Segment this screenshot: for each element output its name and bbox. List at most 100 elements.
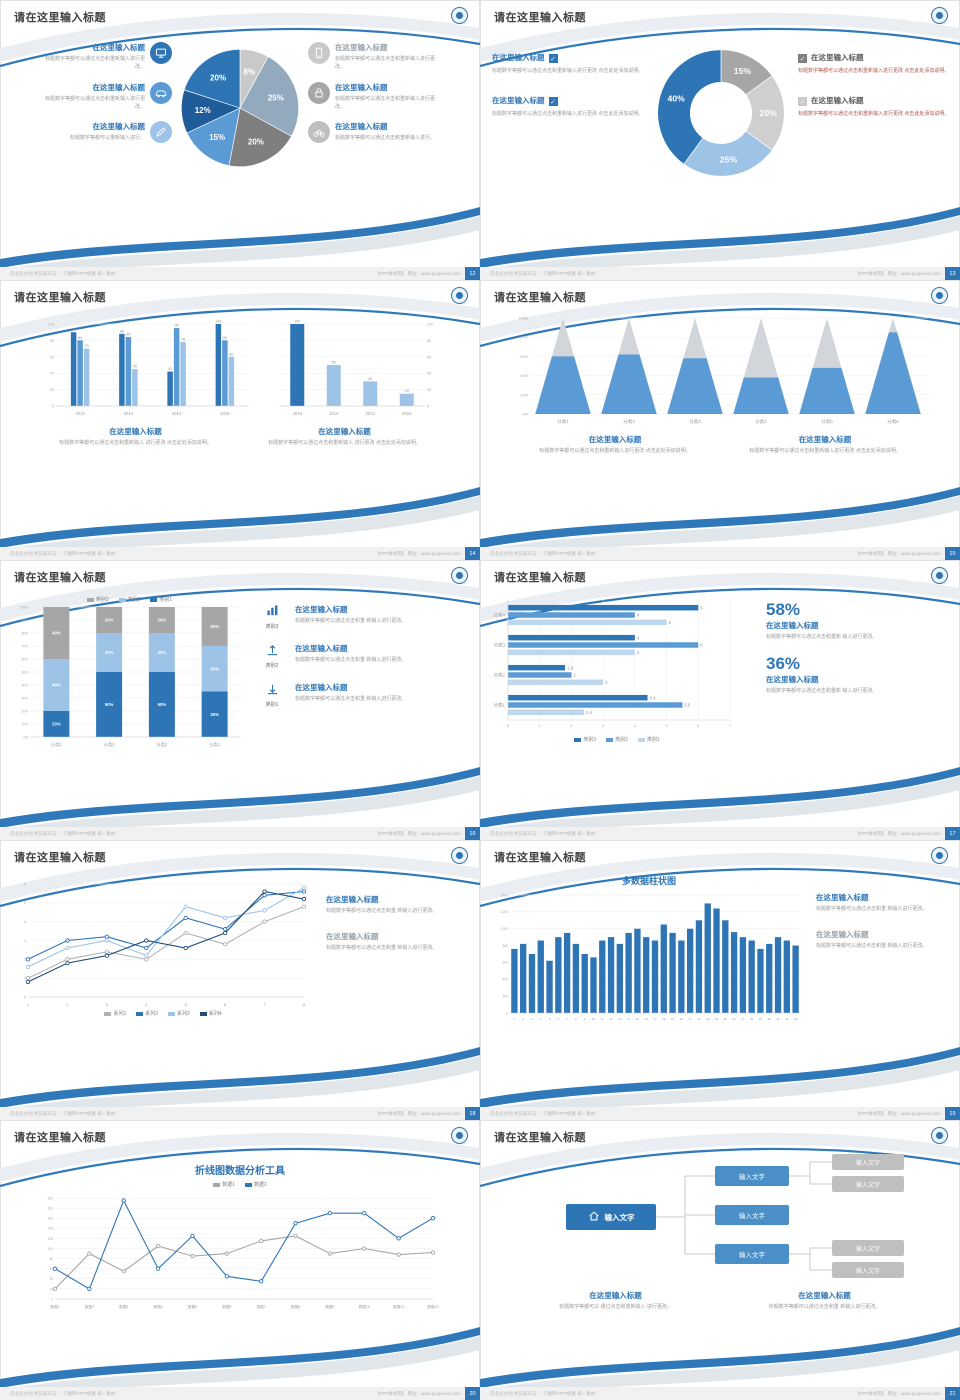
- school-logo-icon: [451, 7, 468, 24]
- svg-text:6: 6: [697, 723, 700, 728]
- svg-text:2: 2: [24, 958, 26, 962]
- svg-text:8: 8: [303, 1002, 306, 1007]
- legend-item: 类别1: [150, 596, 172, 603]
- svg-text:数据10: 数据10: [359, 1304, 370, 1309]
- car-icon: [150, 81, 172, 104]
- slide-21-flow-diagram[interactable]: 请在这里输入标题 输入文字 输入文字 输入文字 输入文字 输入文字 输入文字 输…: [480, 1120, 960, 1400]
- page-number-badge: 12: [465, 267, 480, 280]
- footer-right-text: 【PPT样式网】 网址：www.pptgenius.com: [374, 270, 461, 276]
- item-heading: 在这里输入标题: [92, 82, 146, 92]
- svg-text:数据3: 数据3: [119, 1304, 128, 1309]
- flow-node: 输入文字: [715, 1205, 789, 1225]
- svg-text:2: 2: [570, 723, 573, 728]
- svg-text:25%: 25%: [720, 154, 738, 164]
- legend-item: 类别3: [574, 736, 596, 743]
- text-section: 在这里输入标题 标题数字等都可以通过点击和重 新输入进行更改。: [326, 894, 468, 915]
- svg-text:分类3: 分类3: [157, 741, 168, 748]
- item-label: 类别2: [265, 663, 279, 669]
- item-text: 标题数字等都可以重新输入进行。: [69, 135, 145, 141]
- svg-text:15%: 15%: [734, 66, 752, 76]
- svg-text:50: 50: [331, 361, 335, 365]
- slide-16-stacked-bar[interactable]: 请在这里输入标题 类别3 类别2 类别1 0% 10% 20% 30% 40% 50% 60% 7…: [0, 560, 480, 840]
- flow-node: 输入文字: [832, 1176, 904, 1192]
- slide-footer: 毕业论文|论文答辩方法 ｜ 千图网·PPT模板·第一素材 【PPT样式网】 网址：…: [480, 1387, 960, 1400]
- svg-text:1: 1: [514, 1017, 516, 1021]
- lock-icon: [308, 81, 330, 104]
- slide-20-line-analysis[interactable]: 请在这里输入标题 折线图数据分析工具 数据1 数据2 0 20 40 60 80 100 12…: [0, 1120, 480, 1400]
- svg-text:60: 60: [49, 355, 53, 359]
- svg-text:6: 6: [558, 1017, 560, 1021]
- school-logo-icon: [451, 287, 468, 304]
- section-text: 标题数字等都可以通过点击和重 新输入进行更改。: [326, 908, 438, 914]
- page-number-badge: 14: [465, 547, 480, 560]
- item-heading: 在这里输入标题: [295, 683, 348, 692]
- section-heading: 在这里输入标题: [326, 895, 379, 904]
- svg-text:数据11: 数据11: [393, 1304, 404, 1309]
- slide-14-bar-charts[interactable]: 请在这里输入标题 0 20 40 60 80 100 2010 90 80 70 2012 88 84 4…: [0, 280, 480, 560]
- svg-text:40%: 40%: [520, 374, 528, 378]
- svg-text:80: 80: [427, 339, 431, 343]
- legend-item: 类别1: [637, 736, 660, 743]
- svg-text:20%: 20%: [210, 73, 226, 82]
- svg-text:7: 7: [729, 723, 732, 728]
- svg-text:35%: 35%: [210, 712, 219, 717]
- bar-chart-icon: [266, 604, 279, 621]
- slide-content: 在这里输入标题 标题数字等都可以通过点击和重新输入进行更改。 在这里输入标题 标…: [0, 30, 480, 266]
- svg-text:8: 8: [575, 1017, 577, 1021]
- item-heading: 在这里输入标题: [335, 82, 388, 92]
- section-text: 标题数字等都可以通过点击和重新输入进行更改 点击此处添加说明。: [749, 448, 901, 454]
- svg-text:800: 800: [503, 944, 509, 948]
- checkbox-checked-icon: ✓: [548, 97, 558, 107]
- slide-15-pyramid-chart[interactable]: 请在这里输入标题 0% 20% 40% 60% 80% 100% 分类1 分类2 分类3 分类4 分…: [480, 280, 960, 560]
- svg-text:0: 0: [51, 1297, 53, 1301]
- footer-right-text: 【PPT样式网】 网址：www.pptgenius.com: [374, 830, 461, 836]
- svg-text:2010: 2010: [75, 411, 85, 416]
- page-number-badge: 15: [945, 547, 960, 560]
- section-text: 标题数字等都可以通过点击和重 新输入进行更改。: [326, 945, 438, 952]
- text-section: 在这里输入标题 标题数字等都可以通过点击和重新输入进行更改 点击此处添加说明。: [525, 434, 705, 455]
- svg-text:1000: 1000: [501, 927, 508, 931]
- slide-title: 请在这里输入标题: [494, 572, 586, 584]
- svg-text:25%: 25%: [268, 93, 284, 102]
- flow-node: 输入文字: [832, 1262, 904, 1278]
- svg-text:2010: 2010: [402, 411, 412, 416]
- line-chart: 0 20 40 60 80 100 120 140 160 180 200 数据1 数据2 数据3 数据4 数…: [39, 1192, 441, 1312]
- text-section: 在这里输入标题 标题数字等都可以通过点击和重新输入进行更改 点击此处添加说明。: [735, 434, 915, 455]
- svg-text:30%: 30%: [210, 624, 219, 629]
- bicycle-icon: [308, 121, 330, 143]
- list-item: ✓ 在这里输入标题 标题数字等都可以通过点击和重新输入进行更改 点击此处添加说明。: [798, 95, 950, 118]
- svg-text:4: 4: [637, 613, 640, 618]
- svg-text:1: 1: [539, 723, 542, 728]
- svg-text:100: 100: [47, 323, 53, 327]
- svg-text:40%: 40%: [52, 683, 61, 688]
- text-section: 在这里输入标题 标题数字等都可以通过点击和重 新输入进行更改。: [326, 931, 468, 952]
- svg-text:90%: 90%: [22, 618, 29, 622]
- svg-text:20: 20: [49, 1287, 53, 1291]
- slide-13-donut-infographic[interactable]: 请在这里输入标题 在这里输入标题 ✓ 标题数字等都可以通过点击和重新输入进行更改 …: [480, 0, 960, 280]
- svg-text:45: 45: [132, 365, 136, 369]
- list-item: 在这里输入标题 ✓ 标题数字等都可以通过点击和重新输入进行更改 点击此处添加说明。: [492, 95, 644, 118]
- svg-text:分类6: 分类6: [887, 418, 899, 425]
- svg-text:5: 5: [665, 723, 668, 728]
- item-text: 标题数字等都可以通过点击和重新输入进行更改。: [335, 56, 436, 71]
- slide-19-column-chart[interactable]: 请在这里输入标题 多数据柱状图 0 200 400 600 800 1000 1200 140…: [480, 840, 960, 1120]
- svg-text:40: 40: [49, 1277, 53, 1281]
- svg-text:分类4: 分类4: [755, 418, 767, 425]
- svg-text:20%: 20%: [22, 709, 29, 713]
- slide-title: 请在这里输入标题: [14, 852, 106, 864]
- slide-title: 请在这里输入标题: [494, 1132, 586, 1144]
- svg-text:88: 88: [119, 329, 123, 333]
- svg-text:78: 78: [181, 338, 185, 342]
- svg-text:7: 7: [566, 1017, 568, 1021]
- slide-title: 请在这里输入标题: [14, 292, 106, 304]
- svg-text:4.4: 4.4: [650, 695, 656, 700]
- svg-text:5: 5: [24, 901, 26, 905]
- list-item: 在这里输入标题 标题数字等都可以重新输入进行。: [8, 121, 172, 143]
- slide-17-horizontal-bar[interactable]: 请在这里输入标题 0 1 2 3 4 5 6 7 分类4 6 4 5 分类3 4 6 4 分类2 1.8 2 3 分类1…: [480, 560, 960, 840]
- svg-text:分类2: 分类2: [493, 672, 505, 679]
- svg-text:200: 200: [48, 1196, 54, 1200]
- slide-12-pie-infographic[interactable]: 请在这里输入标题 在这里输入标题 标题数字等都可以通过点击和重新输入进行更改。 …: [0, 0, 480, 280]
- section-heading: 在这里输入标题: [318, 427, 371, 436]
